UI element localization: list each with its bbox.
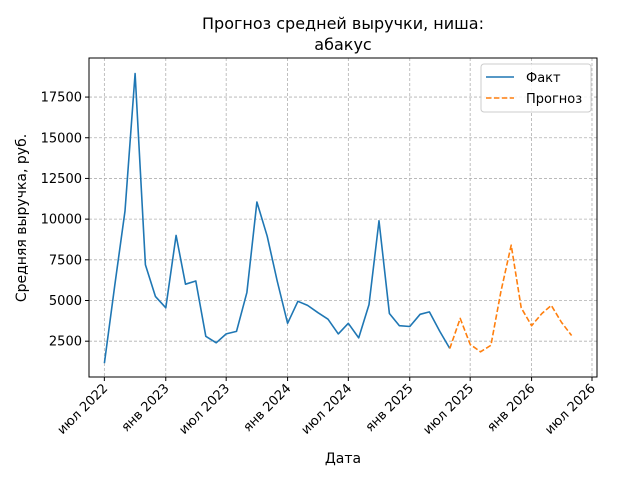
y-tick-label: 15000	[41, 131, 82, 146]
chart-title-line2: абакус	[314, 35, 371, 54]
y-tick-label: 5000	[49, 294, 82, 309]
y-axis-label: Средняя выручка, руб.	[14, 134, 30, 302]
y-tick-label: 12500	[41, 172, 82, 187]
x-tick-label: июл 2026	[542, 381, 599, 438]
x-tick-label: янв 2026	[485, 381, 539, 435]
y-tick-label: 10000	[41, 213, 82, 228]
y-tick-label: 2500	[49, 335, 82, 350]
series-layer	[103, 72, 573, 364]
series-line-fact	[103, 72, 451, 364]
legend-frame	[480, 63, 592, 113]
y-tick-label: 7500	[49, 253, 82, 268]
chart-title-line1: Прогноз средней выручки, ниша:	[202, 14, 484, 33]
x-tick-label: июл 2024	[299, 381, 356, 438]
x-axis: июл 2022 янв 2023 июл 2023 янв 2024 июл 2024…	[55, 377, 599, 438]
x-axis-label: Дата	[325, 451, 361, 467]
series-line-forecast	[449, 244, 573, 353]
x-tick-label: янв 2024	[241, 381, 295, 435]
legend-label-fact: Факт	[526, 71, 561, 86]
x-tick-label: июл 2023	[176, 381, 233, 438]
x-tick-label: июл 2022	[55, 381, 112, 438]
x-tick-label: янв 2023	[119, 381, 173, 435]
y-tick-label: 17500	[41, 91, 82, 106]
legend-label-forecast: Прогноз	[526, 92, 582, 107]
y-axis: 2500 5000 7500 10000 12500 15000 17500	[41, 91, 89, 350]
x-tick-label: янв 2025	[363, 381, 417, 435]
legend: Факт Прогноз	[480, 63, 592, 113]
x-tick-label: июл 2025	[420, 381, 477, 438]
plot-frame	[88, 57, 598, 378]
